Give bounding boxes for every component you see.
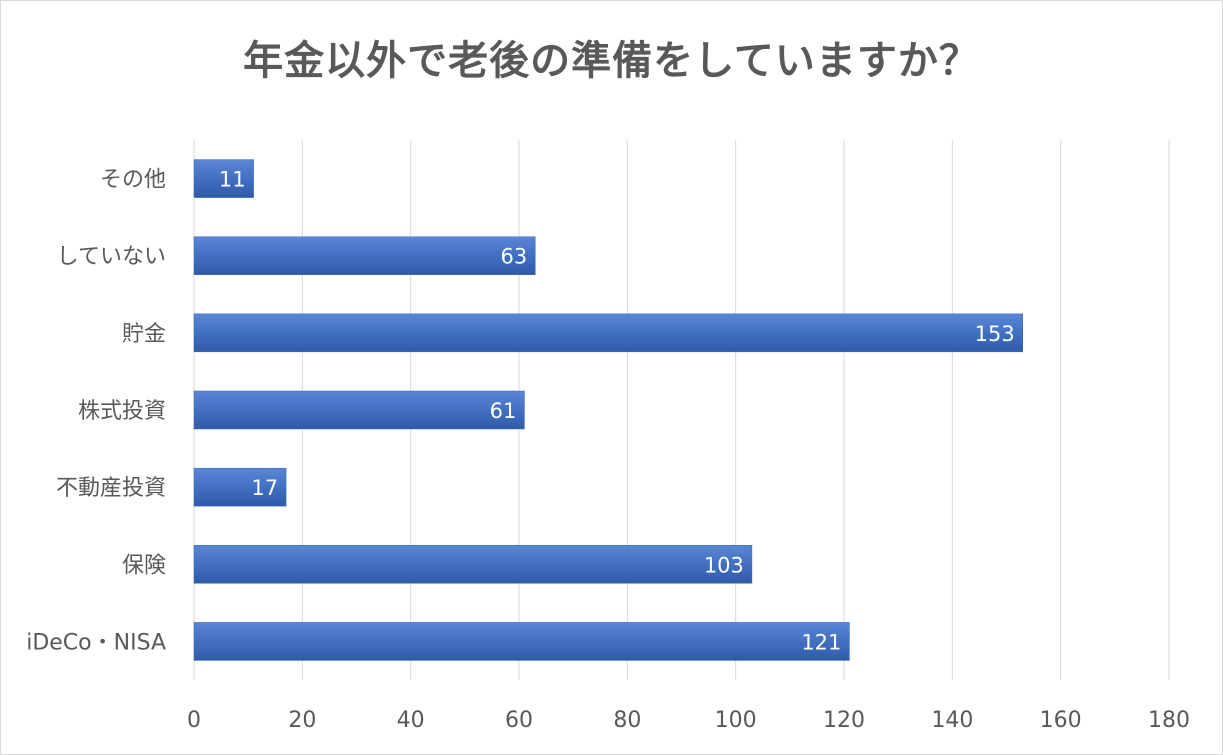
- category-label: していない: [57, 245, 166, 270]
- x-tick-label: 100: [715, 708, 757, 733]
- category-label: その他: [100, 168, 166, 193]
- category-label: 貯金: [122, 322, 166, 347]
- data-label: 153: [975, 322, 1015, 346]
- x-tick-label: 20: [288, 708, 316, 733]
- data-label: 11: [219, 168, 246, 192]
- bars: 11 63 153 61 17 103 121: [193, 159, 1023, 661]
- category-label: 株式投資: [78, 399, 166, 424]
- x-tick-label: 60: [505, 708, 533, 733]
- bar: [193, 622, 850, 661]
- category-label: iDeCo・NISA: [26, 630, 166, 655]
- data-label: 121: [801, 630, 841, 654]
- x-tick-labels: 0 20 40 60 80 100 120 140 160 180: [187, 708, 1190, 733]
- x-tick-label: 40: [397, 708, 425, 733]
- x-tick-label: 80: [613, 708, 641, 733]
- x-tick-label: 120: [823, 708, 865, 733]
- bar: [193, 467, 287, 507]
- category-label: 保険: [122, 553, 166, 578]
- bar: [193, 545, 753, 584]
- data-label: 103: [704, 553, 744, 577]
- bar: [193, 159, 254, 198]
- bar: [193, 236, 536, 275]
- data-label: 61: [490, 399, 517, 423]
- x-tick-label: 180: [1148, 708, 1190, 733]
- data-label: 63: [501, 245, 528, 269]
- chart-title: 年金以外で老後の準備をしていますか？: [243, 38, 980, 84]
- x-tick-label: 0: [187, 708, 201, 733]
- category-label: 不動産投資: [56, 476, 166, 501]
- bar: [193, 390, 525, 430]
- data-label: 17: [251, 476, 278, 500]
- x-tick-label: 140: [931, 708, 973, 733]
- x-tick-label: 160: [1040, 708, 1082, 733]
- bar: [193, 313, 1023, 353]
